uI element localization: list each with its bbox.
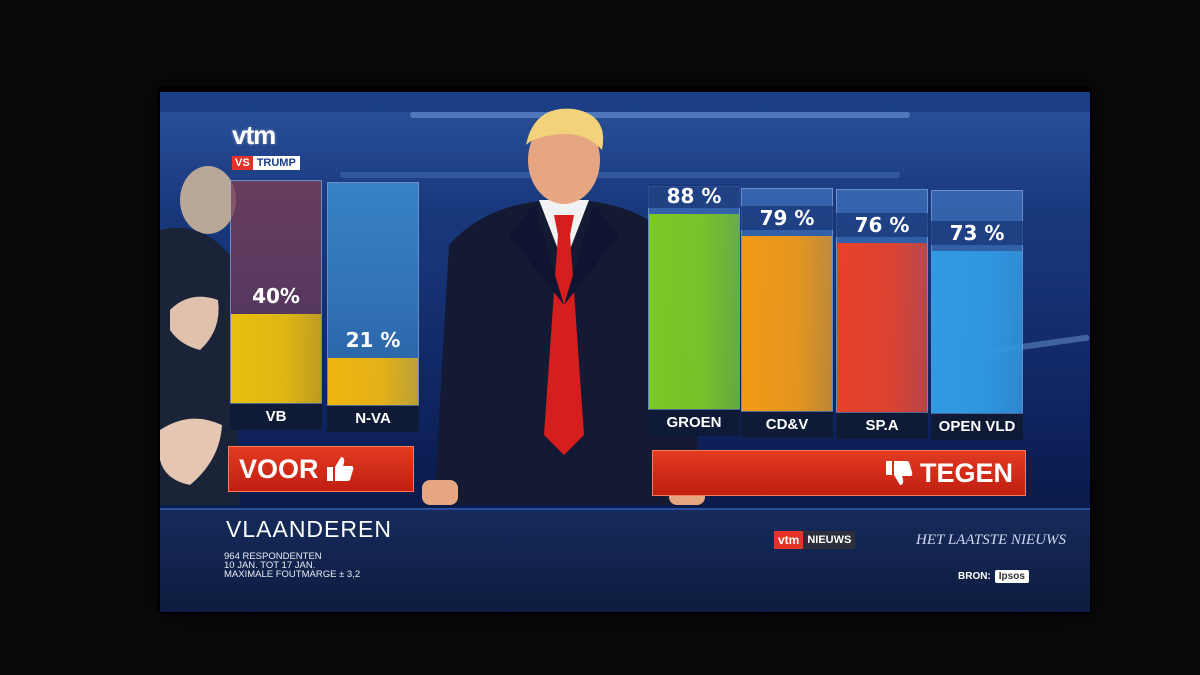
bar-groen: 88 % GROEN bbox=[648, 184, 740, 436]
bar-percent-label: 76 % bbox=[836, 213, 928, 237]
date-range-text: 10 JAN. TOT 17 JAN. bbox=[224, 560, 316, 571]
respondents-text: 964 RESPONDENTEN bbox=[224, 551, 322, 562]
vtm-vs-trump-logo: vtm VS TRUMP bbox=[232, 120, 300, 170]
bar-value-fill bbox=[649, 214, 739, 409]
thumbs-up-icon bbox=[326, 457, 353, 481]
light-streak bbox=[340, 172, 900, 178]
bar-vb: 40% VB bbox=[230, 180, 322, 430]
vs-label: VS bbox=[232, 156, 253, 170]
thumbs-down-icon bbox=[885, 461, 913, 485]
bar-category-label: SP.A bbox=[836, 412, 928, 439]
bar-percent-label: 21 % bbox=[345, 328, 401, 352]
source-label: BRON: bbox=[958, 571, 991, 582]
bar-value-fill bbox=[328, 358, 418, 405]
bar-value-fill bbox=[231, 314, 321, 403]
bar-value-fill bbox=[932, 251, 1022, 413]
bar-percent-label: 79 % bbox=[741, 206, 833, 230]
bar-category-label: GROEN bbox=[648, 409, 740, 436]
bar-percent-label: 88 % bbox=[648, 184, 740, 208]
tegen-banner: TEGEN bbox=[652, 450, 1026, 496]
bar-open-vld: 73 % OPEN VLD bbox=[931, 190, 1023, 440]
trump-label: TRUMP bbox=[252, 156, 300, 170]
bar-cd-v: 79 % CD&V bbox=[741, 188, 833, 438]
tegen-label: TEGEN bbox=[919, 457, 1013, 488]
error-margin-text: MAXIMALE FOUTMARGE ± 3,2 bbox=[224, 569, 361, 580]
vtm-logo-text: vtm bbox=[232, 120, 276, 150]
voor-label: VOOR bbox=[239, 453, 319, 484]
vs-trump-badge: VS TRUMP bbox=[232, 156, 300, 170]
bar-n-va: 21 % N-VA bbox=[327, 182, 419, 432]
bar-category-label: N-VA bbox=[327, 405, 419, 432]
lower-third: VLAANDEREN 964 RESPONDENTEN 10 JAN. TOT … bbox=[160, 508, 1090, 612]
bar-value-fill bbox=[837, 243, 927, 412]
audience-silhouette bbox=[160, 166, 240, 505]
bar-value-fill bbox=[742, 236, 832, 411]
bar-category-label: OPEN VLD bbox=[931, 413, 1023, 440]
bar-category-label: VB bbox=[230, 403, 322, 430]
hln-logo: HET LAATSTE NIEUWS bbox=[916, 532, 1067, 548]
region-title: VLAANDEREN bbox=[226, 516, 392, 542]
voor-banner: VOOR bbox=[228, 446, 414, 492]
vtm-nieuws-red: vtm bbox=[774, 531, 804, 549]
bar-category-label: CD&V bbox=[741, 411, 833, 438]
light-streak bbox=[410, 112, 910, 118]
ipsos-logo: Ipsos bbox=[994, 570, 1029, 583]
bar-sp-a: 76 % SP.A bbox=[836, 189, 928, 439]
speaker-figure bbox=[422, 108, 705, 505]
bar-percent-label: 40% bbox=[252, 284, 300, 308]
source-credit: BRON: Ipsos bbox=[958, 570, 1029, 583]
bar-percent-label: 73 % bbox=[931, 221, 1023, 245]
vtm-nieuws-logo: vtm NIEUWS bbox=[774, 530, 856, 550]
vtm-nieuws-dark: NIEUWS bbox=[803, 531, 856, 549]
